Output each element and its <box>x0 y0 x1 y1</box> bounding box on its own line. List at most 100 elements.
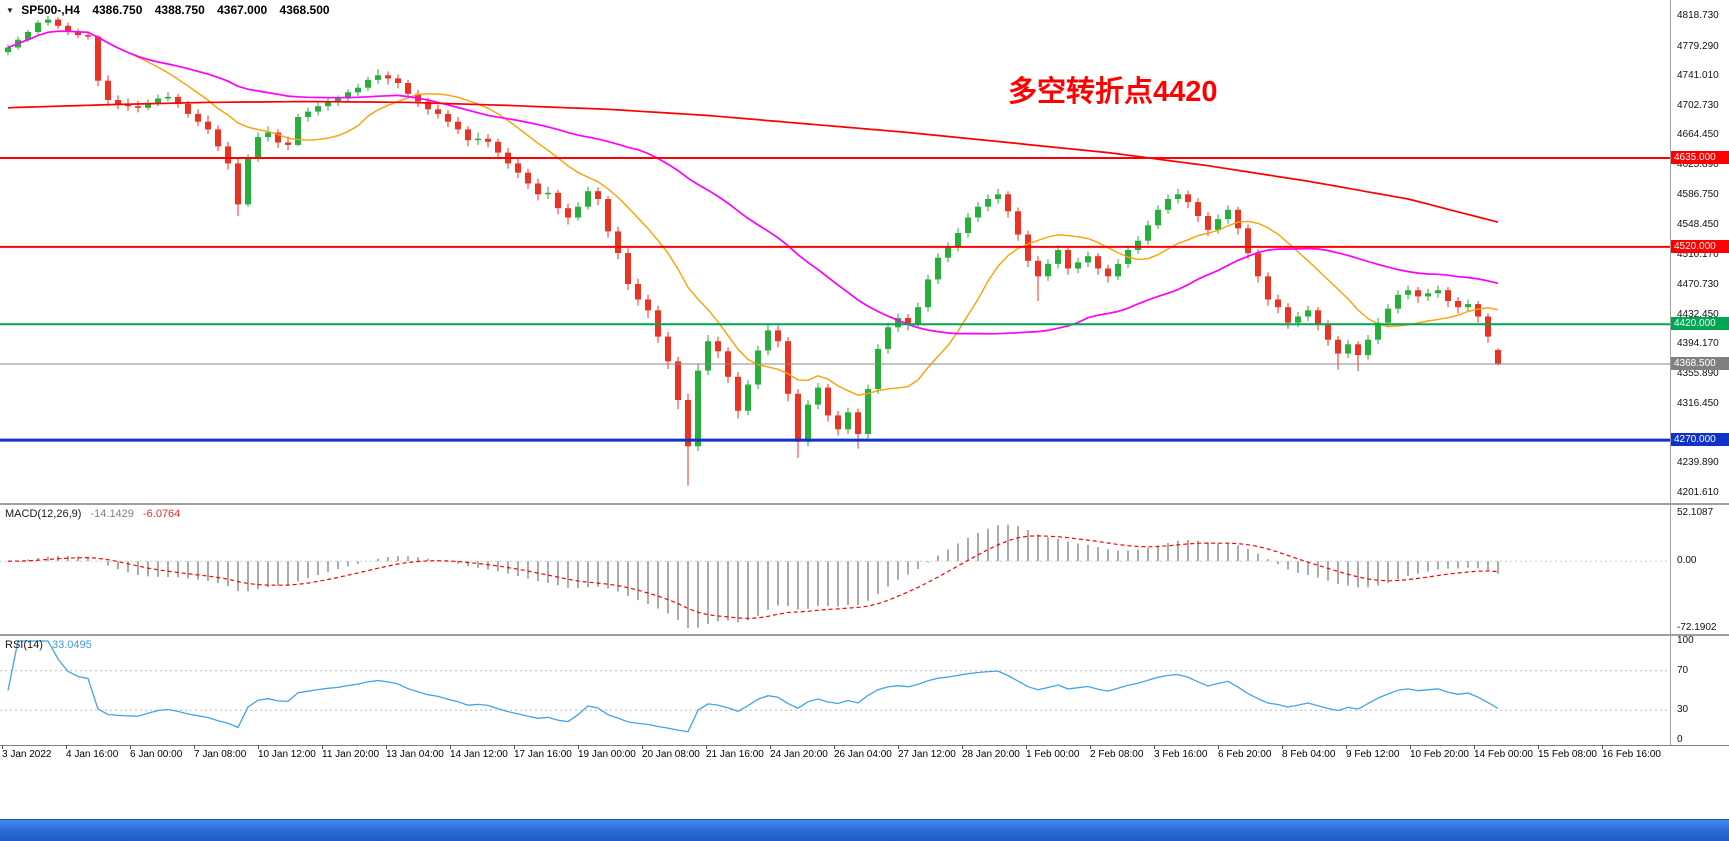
price-tick-label: 4432.450 <box>1677 308 1719 320</box>
time-tick-mark <box>1090 745 1091 749</box>
time-tick-mark <box>258 745 259 749</box>
time-tick-mark <box>322 745 323 749</box>
rsi-scale-label: 100 <box>1677 635 1694 646</box>
time-axis-label: 17 Jan 16:00 <box>514 749 572 760</box>
price-tick-label: 4664.450 <box>1677 129 1719 141</box>
time-axis-label: 14 Jan 12:00 <box>450 749 508 760</box>
time-axis[interactable]: 3 Jan 2022 4 Jan 16:00 6 Jan 00:00 7 Jan 08… <box>0 745 1670 766</box>
macd-signal-value: -6.0764 <box>142 508 181 520</box>
macd-scale-label: 52.1087 <box>1677 507 1714 518</box>
bar-low-value: 4367.000 <box>217 3 268 17</box>
taskbar[interactable] <box>0 819 1729 841</box>
macd-main-value: -14.1429 <box>90 508 134 520</box>
bar-close-value: 4368.500 <box>279 3 330 17</box>
price-tick-label: 4586.750 <box>1677 189 1719 201</box>
time-axis-label: 28 Jan 20:00 <box>962 749 1020 760</box>
time-axis-label: 10 Jan 12:00 <box>258 749 316 760</box>
time-axis-label: 2 Feb 08:00 <box>1090 749 1144 760</box>
current-price-label: 4368.500 <box>1671 357 1729 370</box>
time-axis-label: 13 Jan 04:00 <box>386 749 444 760</box>
time-axis-label: 16 Feb 16:00 <box>1602 749 1661 760</box>
level-price-label: 4635.000 <box>1671 151 1729 164</box>
panel-separator[interactable] <box>0 634 1729 636</box>
rsi-indicator-label: RSI(14) 33.0495 <box>5 639 92 651</box>
macd-scale[interactable]: 52.1087 0.00 -72.1902 <box>1670 505 1729 634</box>
price-tick-label: 4741.010 <box>1677 70 1719 82</box>
macd-scale-label: -72.1902 <box>1677 622 1717 633</box>
time-axis-label: 6 Jan 00:00 <box>130 749 183 760</box>
time-tick-mark <box>130 745 131 749</box>
price-tick-label: 4702.730 <box>1677 99 1719 111</box>
time-axis-line <box>0 745 1729 746</box>
time-tick-mark <box>1602 745 1603 749</box>
time-axis-label: 26 Jan 04:00 <box>834 749 892 760</box>
time-axis-label: 20 Jan 08:00 <box>642 749 700 760</box>
time-tick-mark <box>1154 745 1155 749</box>
price-tick-label: 4201.610 <box>1677 487 1719 498</box>
scale-divider <box>1670 0 1671 745</box>
symbol-marker-icon: ▼ <box>6 6 14 15</box>
price-scale[interactable]: 4818.730 4779.290 4741.010 4702.730 4664.450… <box>1670 0 1729 745</box>
time-axis-label: 10 Feb 20:00 <box>1410 749 1469 760</box>
bar-high-value: 4388.750 <box>154 3 205 17</box>
time-axis-label: 3 Jan 2022 <box>2 749 52 760</box>
time-tick-mark <box>706 745 707 749</box>
macd-indicator-label: MACD(12,26,9) -14.1429 -6.0764 <box>5 508 180 520</box>
time-tick-mark <box>898 745 899 749</box>
price-tick-label: 4355.890 <box>1677 367 1719 379</box>
time-tick-mark <box>962 745 963 749</box>
rsi-scale-label: 30 <box>1677 704 1689 716</box>
time-axis-label: 24 Jan 20:00 <box>770 749 828 760</box>
rsi-scale-label: 70 <box>1677 664 1689 676</box>
price-tick-label: 4818.730 <box>1677 10 1719 21</box>
time-axis-label: 14 Feb 00:00 <box>1474 749 1533 760</box>
time-axis-label: 21 Jan 16:00 <box>706 749 764 760</box>
time-tick-mark <box>450 745 451 749</box>
time-tick-mark <box>1538 745 1539 749</box>
time-tick-mark <box>834 745 835 749</box>
time-axis-label: 8 Feb 04:00 <box>1282 749 1336 760</box>
macd-panel-canvas[interactable] <box>0 505 1670 634</box>
time-tick-mark <box>770 745 771 749</box>
time-axis-label: 7 Jan 08:00 <box>194 749 247 760</box>
time-axis-label: 15 Feb 08:00 <box>1538 749 1597 760</box>
time-axis-label: 4 Jan 16:00 <box>66 749 119 760</box>
time-tick-mark <box>514 745 515 749</box>
time-tick-mark <box>386 745 387 749</box>
time-axis-label: 1 Feb 00:00 <box>1026 749 1080 760</box>
price-chart-canvas[interactable] <box>0 0 1670 503</box>
time-tick-mark <box>642 745 643 749</box>
symbol-info-bar: ▼ SP500-,H4 4386.750 4388.750 4367.000 4… <box>6 3 330 17</box>
price-tick-label: 4510.170 <box>1677 248 1719 260</box>
time-tick-mark <box>66 745 67 749</box>
time-tick-mark <box>194 745 195 749</box>
bar-open-value: 4386.750 <box>92 3 143 17</box>
time-axis-label: 9 Feb 12:00 <box>1346 749 1400 760</box>
time-axis-label: 11 Jan 20:00 <box>322 749 380 760</box>
annotation-text: 多空转折点4420 <box>1008 76 1218 108</box>
time-tick-mark <box>1026 745 1027 749</box>
level-price-label: 4270.000 <box>1671 433 1729 447</box>
time-axis-label: 27 Jan 12:00 <box>898 749 956 760</box>
price-tick-label: 4394.170 <box>1677 338 1719 350</box>
rsi-name: RSI(14) <box>5 639 43 651</box>
time-axis-label: 19 Jan 00:00 <box>578 749 636 760</box>
level-price-label: 4520.000 <box>1671 239 1729 253</box>
price-tick-label: 4779.290 <box>1677 40 1719 52</box>
time-tick-mark <box>1346 745 1347 749</box>
time-axis-label: 3 Feb 16:00 <box>1154 749 1208 760</box>
price-tick-label: 4316.450 <box>1677 398 1719 410</box>
rsi-panel-canvas[interactable] <box>0 636 1670 745</box>
time-axis-label: 6 Feb 20:00 <box>1218 749 1272 760</box>
price-tick-label: 4239.890 <box>1677 457 1719 469</box>
level-price-label: 4420.000 <box>1671 317 1729 331</box>
panel-separator[interactable] <box>0 503 1729 505</box>
time-tick-mark <box>1218 745 1219 749</box>
rsi-scale[interactable]: 100 70 30 0 <box>1670 635 1729 745</box>
price-tick-label: 4548.450 <box>1677 218 1719 230</box>
price-tick-label: 4625.890 <box>1677 159 1719 170</box>
time-tick-mark <box>1474 745 1475 749</box>
symbol-title: SP500-,H4 <box>21 3 80 17</box>
macd-name: MACD(12,26,9) <box>5 508 82 520</box>
